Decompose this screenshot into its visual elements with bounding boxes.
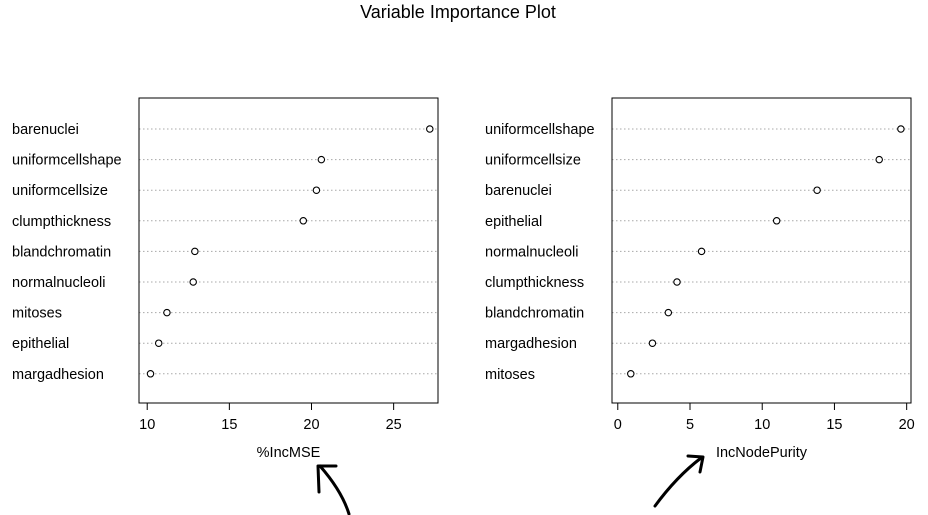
data-point	[813, 186, 821, 194]
category-label: barenuclei	[485, 183, 552, 199]
data-point	[772, 217, 781, 225]
data-point	[664, 308, 673, 317]
category-label: blandchromatin	[12, 244, 111, 260]
x-tick-label: 15	[221, 417, 237, 433]
category-label: clumpthickness	[485, 275, 584, 291]
category-label: epithelial	[485, 214, 542, 230]
panel-incmse: barenuclei uniformcellshape uniformcellsiz…	[12, 97, 439, 461]
data-point	[317, 155, 326, 164]
category-label: mitoses	[12, 306, 62, 322]
data-point	[163, 308, 171, 317]
x-tick-label: 15	[826, 417, 842, 433]
category-label: margadhesion	[12, 367, 104, 383]
plot-frame	[611, 97, 912, 404]
data-point	[875, 155, 883, 164]
x-tick-label: 25	[386, 417, 402, 433]
x-axis-label: %IncMSE	[257, 445, 321, 461]
data-point	[673, 278, 681, 286]
data-point	[426, 125, 434, 133]
category-label: uniformcellshape	[12, 153, 122, 169]
plot-frame	[138, 97, 439, 404]
data-point	[191, 247, 199, 256]
x-tick-label: 20	[303, 417, 319, 433]
x-tick-label: 0	[614, 417, 622, 433]
data-point	[627, 370, 635, 378]
hand-drawn-arrow-left	[316, 464, 351, 515]
x-tick-label: 10	[754, 417, 770, 433]
data-point	[299, 217, 308, 225]
x-tick-label: 10	[139, 417, 155, 433]
category-label: uniformcellsize	[12, 183, 108, 199]
category-label: mitoses	[485, 367, 535, 383]
category-label: uniformcellsize	[485, 153, 581, 169]
category-label: blandchromatin	[485, 306, 584, 322]
panel-incnodepurity: uniformcellshape uniformcellsize barenucle…	[485, 97, 915, 461]
chart-title: Variable Importance Plot	[360, 2, 556, 22]
category-label: uniformcellshape	[485, 122, 595, 138]
data-point	[648, 339, 657, 347]
category-label: barenuclei	[12, 122, 79, 138]
data-point	[154, 339, 163, 347]
data-point	[146, 370, 155, 378]
category-label: clumpthickness	[12, 214, 111, 230]
x-tick-label: 20	[899, 417, 915, 433]
category-label: normalnucleoli	[12, 275, 106, 291]
data-point	[312, 186, 321, 194]
x-axis-label: IncNodePurity	[716, 445, 808, 461]
category-label: epithelial	[12, 336, 69, 352]
data-point	[897, 125, 905, 133]
category-label: margadhesion	[485, 336, 577, 352]
data-point	[189, 278, 197, 286]
x-tick-label: 5	[686, 417, 694, 433]
data-point	[697, 247, 706, 256]
hand-drawn-arrow-right	[653, 454, 705, 508]
category-label: normalnucleoli	[485, 244, 579, 260]
